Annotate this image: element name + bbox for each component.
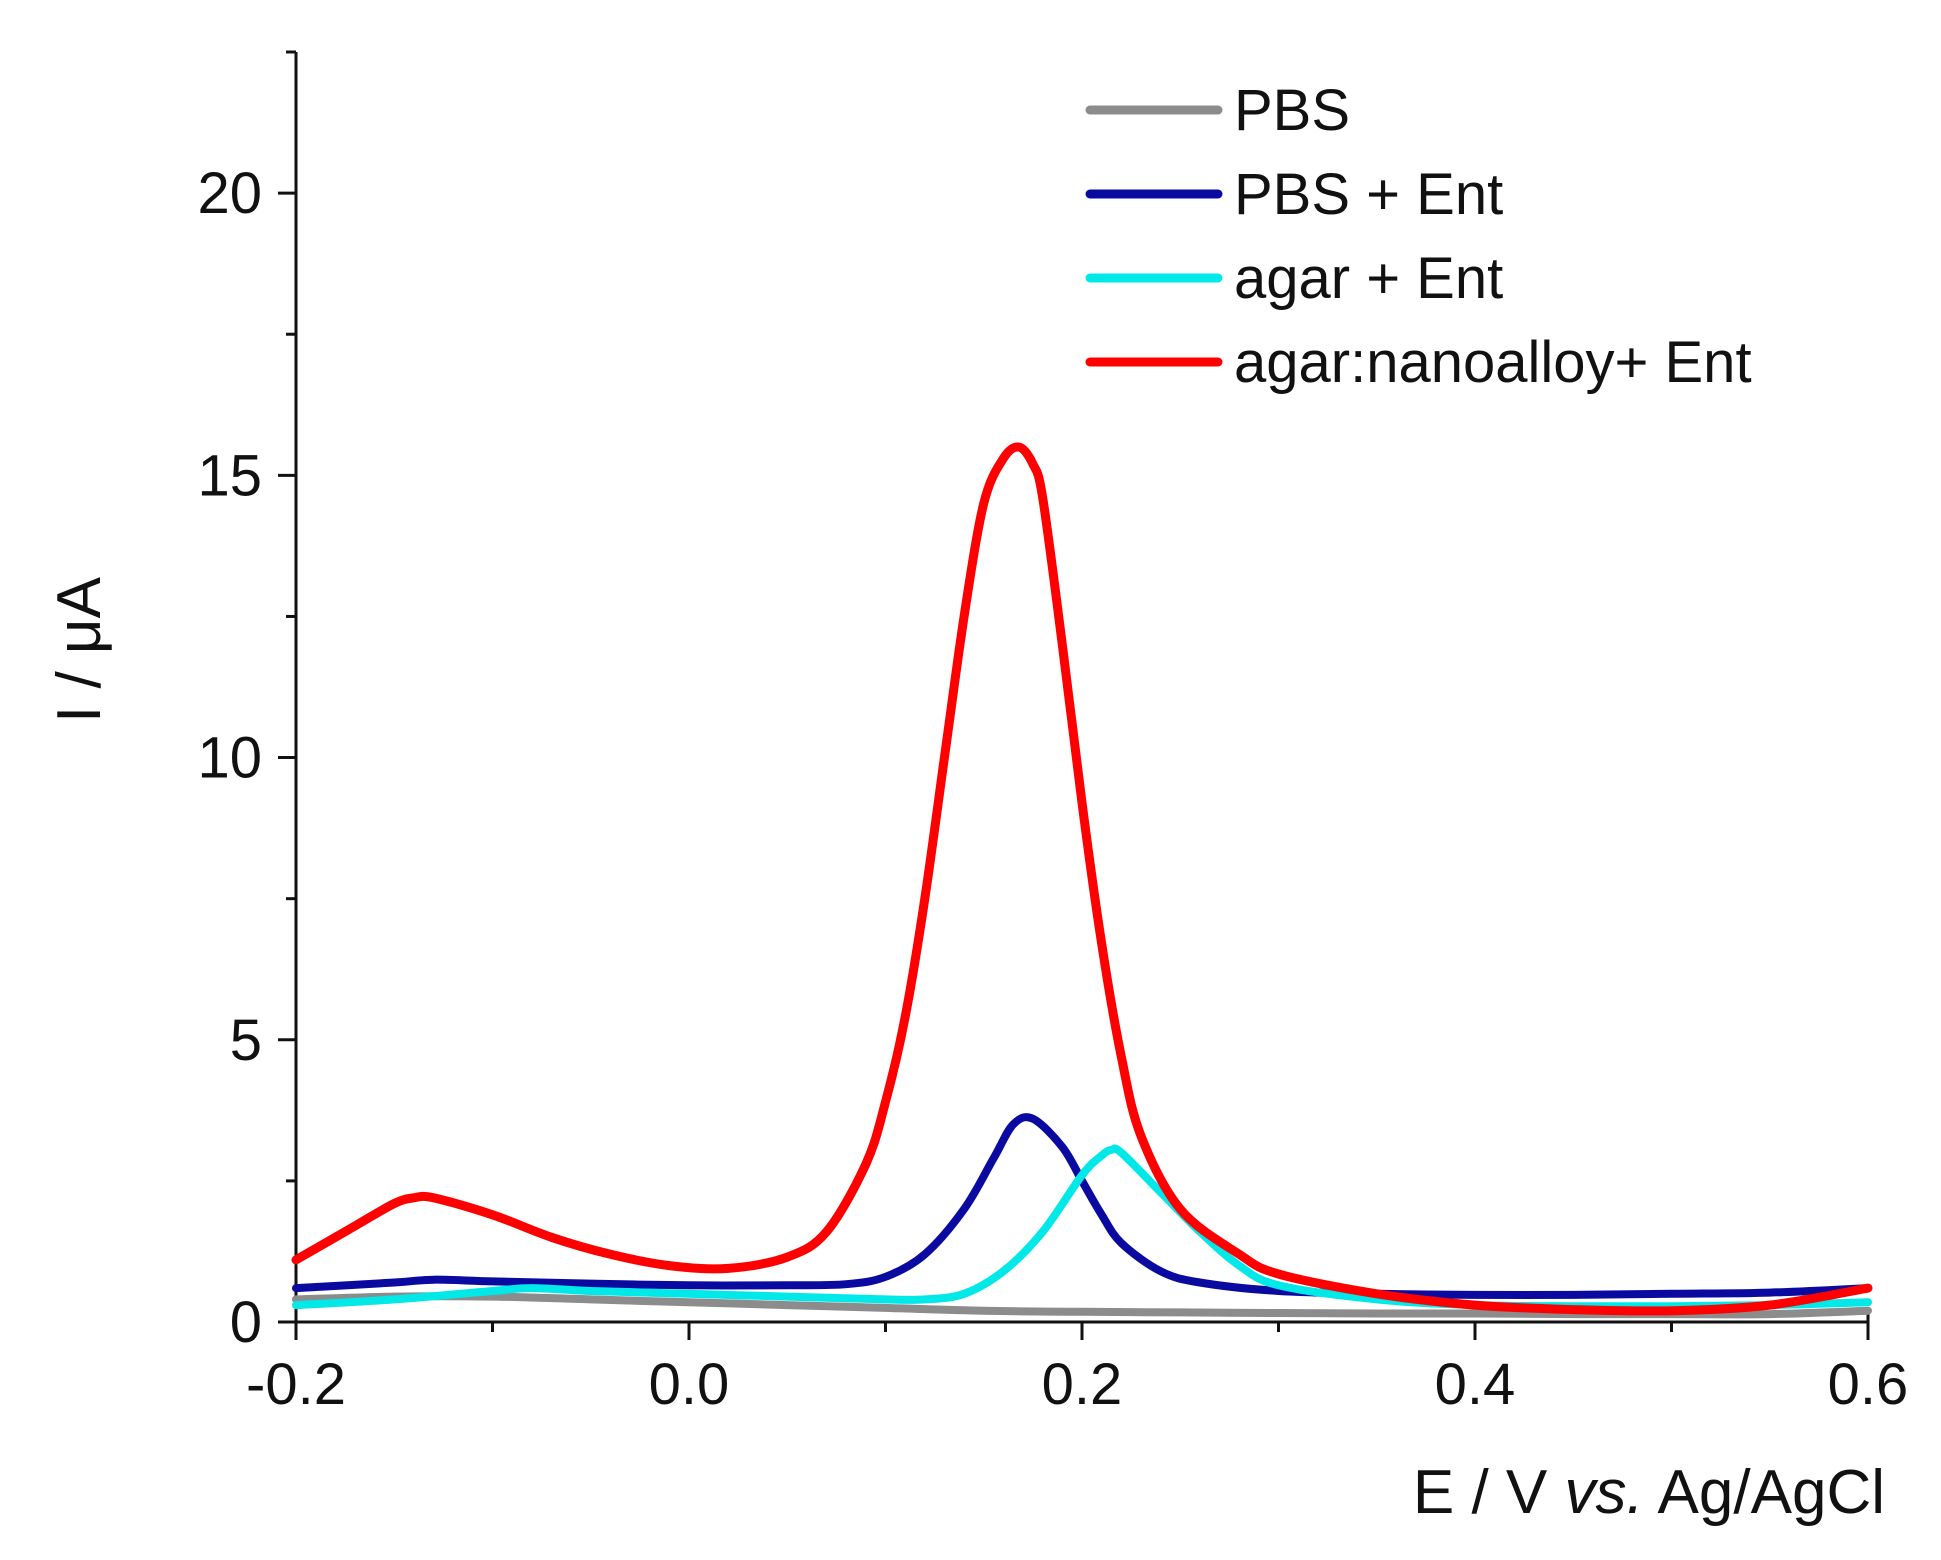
series-line-pbs-ent [292, 1113, 1872, 1300]
legend-label-agar-nanoalloy-ent: agar:nanoalloy+ Ent [1234, 330, 1752, 395]
x-axis-title-suffix: Ag/AgCl [1644, 1458, 1885, 1527]
legend-label-pbs: PBS [1234, 78, 1350, 143]
x-tick-label: -0.2 [246, 1352, 346, 1417]
x-axis-title-italic: vs. [1565, 1458, 1644, 1527]
legend-label-pbs-ent: PBS + Ent [1234, 162, 1503, 227]
y-tick-label: 20 [197, 161, 262, 226]
x-tick-label: 0.2 [1042, 1352, 1123, 1417]
x-axis-title-prefix: E / V [1413, 1458, 1565, 1527]
y-tick-label: 10 [197, 726, 262, 791]
series-lines [291, 442, 1873, 1319]
axes: -0.2 0.0 0.2 0.4 0.6 0 5 10 15 20 [197, 50, 1909, 1417]
y-tick-label: 5 [230, 1008, 262, 1073]
series-line-agar-nanoalloy-ent [291, 442, 1873, 1316]
x-tick-label: 0.4 [1435, 1352, 1516, 1417]
x-tick-label: 0.0 [649, 1352, 730, 1417]
y-axis-title: I / μA [45, 576, 114, 723]
legend: PBS PBS + Ent agar + Ent agar:nanoalloy+ En… [1085, 78, 1752, 395]
x-axis-title: E / V vs. Ag/AgCl [1413, 1458, 1885, 1527]
y-tick-label: 0 [230, 1290, 262, 1355]
legend-label-agar-ent: agar + Ent [1234, 246, 1503, 311]
y-tick-label: 15 [197, 443, 262, 508]
x-tick-label: 0.6 [1828, 1352, 1909, 1417]
